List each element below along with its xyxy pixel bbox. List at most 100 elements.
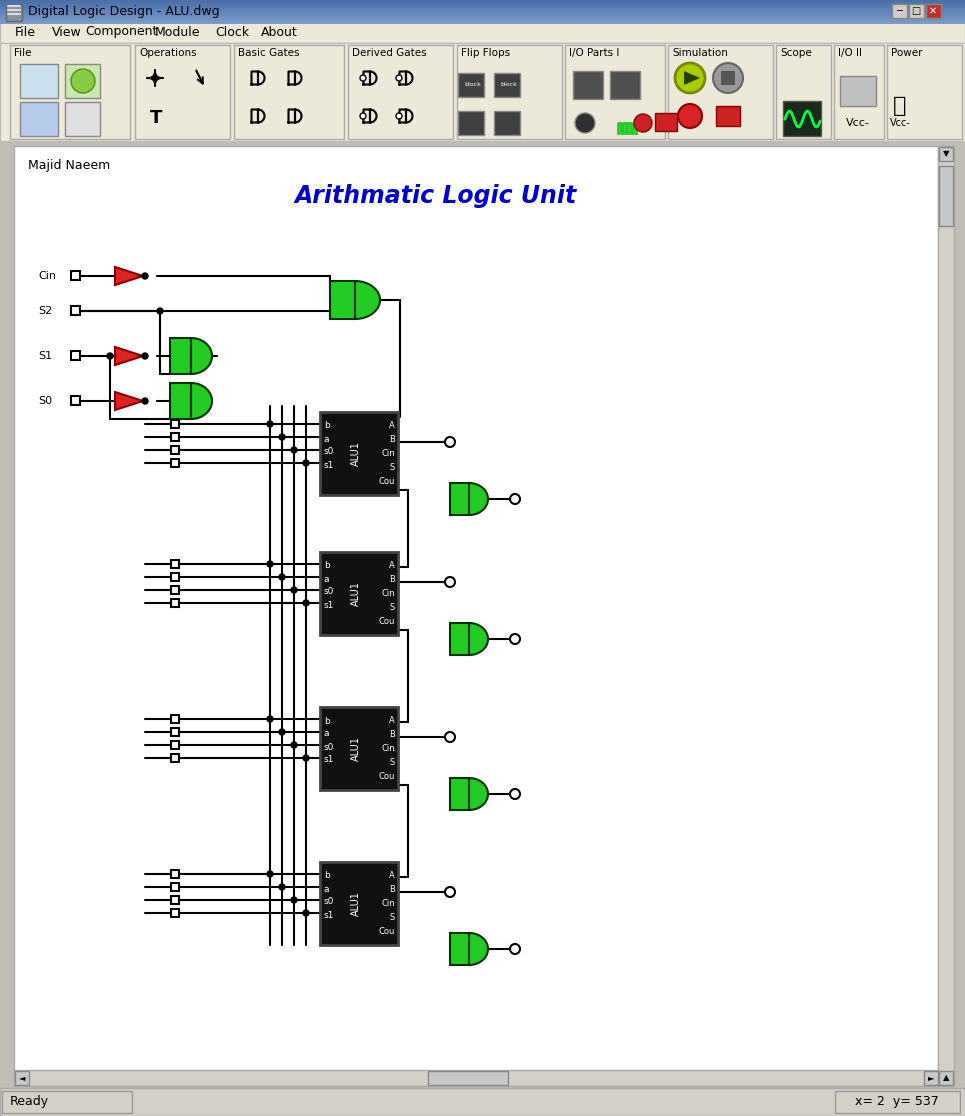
Circle shape [291,742,297,748]
Text: Simulation: Simulation [672,48,728,58]
Circle shape [267,421,273,427]
Bar [776,45,831,140]
Text: B: B [389,435,395,444]
Bar [171,446,179,454]
Polygon shape [115,392,143,410]
Bar [458,110,484,135]
Text: File: File [15,26,36,38]
Text: S0: S0 [38,396,52,406]
Polygon shape [450,623,488,655]
Text: □: □ [911,6,921,16]
Bar [655,113,677,131]
Bar [2,1091,132,1113]
Text: ►: ► [927,1074,934,1083]
Bar [840,76,876,106]
Bar [171,586,179,594]
Text: A: A [389,716,395,725]
Bar [20,64,58,98]
Bar [494,110,520,135]
Text: Power: Power [891,48,923,58]
Bar [171,573,179,581]
Circle shape [303,460,309,466]
Bar [348,45,453,140]
Circle shape [510,944,520,954]
Bar [457,45,562,140]
Circle shape [279,574,285,580]
Text: block: block [500,83,517,87]
Bar [939,166,953,227]
Bar [926,4,941,18]
Bar [171,728,179,735]
Text: ALU1: ALU1 [351,737,361,761]
Text: Cin: Cin [381,899,395,908]
Text: About: About [261,26,298,38]
Text: Majid Naeem: Majid Naeem [28,160,110,173]
Circle shape [279,434,285,440]
Bar [939,147,953,161]
Circle shape [303,910,309,916]
Circle shape [291,587,297,593]
Circle shape [279,729,285,735]
Text: s0: s0 [324,448,335,456]
Text: s0: s0 [324,742,335,751]
Text: A: A [389,422,395,431]
Text: ALU1: ALU1 [351,441,361,466]
Text: a: a [324,730,329,739]
Text: Cou: Cou [378,617,395,626]
Text: ▼: ▼ [943,150,950,158]
Text: Arithmatic Logic Unit: Arithmatic Logic Unit [295,184,577,208]
Bar [14,1070,938,1086]
Text: s1: s1 [324,911,335,920]
Bar [909,4,924,18]
Text: a: a [324,575,329,584]
Text: Cin: Cin [381,744,395,753]
Bar [135,45,230,140]
Text: Cou: Cou [378,477,395,485]
Polygon shape [450,778,488,810]
Bar [171,883,179,891]
Text: a: a [324,434,329,443]
Circle shape [360,113,366,119]
Bar [565,45,665,140]
Text: ◄: ◄ [18,1074,25,1083]
Text: ─: ─ [896,6,902,16]
Text: Cou: Cou [378,771,395,781]
Circle shape [510,789,520,799]
Bar [171,754,179,762]
Text: Cin: Cin [381,449,395,458]
Circle shape [71,69,95,93]
Text: block: block [464,83,481,87]
Bar [494,73,520,97]
Circle shape [510,494,520,504]
Circle shape [267,561,273,567]
Text: B: B [389,885,395,894]
Polygon shape [450,483,488,514]
Bar [171,741,179,749]
Bar [171,433,179,441]
Bar [320,862,398,945]
Circle shape [279,884,285,889]
Bar [0,1088,965,1116]
Bar [171,715,179,723]
Text: ALU1: ALU1 [351,581,361,606]
Text: Component: Component [85,26,157,38]
Text: Basic Gates: Basic Gates [238,48,299,58]
Bar [0,20,965,44]
Bar [458,73,484,97]
Bar [15,1071,29,1085]
Bar [71,306,80,315]
Text: b: b [324,872,330,881]
Circle shape [157,308,163,314]
Text: Digital Logic Design - ALU.dwg: Digital Logic Design - ALU.dwg [28,6,220,19]
Circle shape [445,732,455,742]
Circle shape [510,634,520,644]
Text: I/O Parts I: I/O Parts I [569,48,620,58]
Text: A: A [389,561,395,570]
Text: S: S [390,758,395,767]
Bar [320,412,398,496]
Text: b: b [324,716,330,725]
Text: B: B [389,575,395,584]
Polygon shape [170,383,212,418]
Text: Module: Module [155,26,201,38]
Bar [573,71,603,99]
